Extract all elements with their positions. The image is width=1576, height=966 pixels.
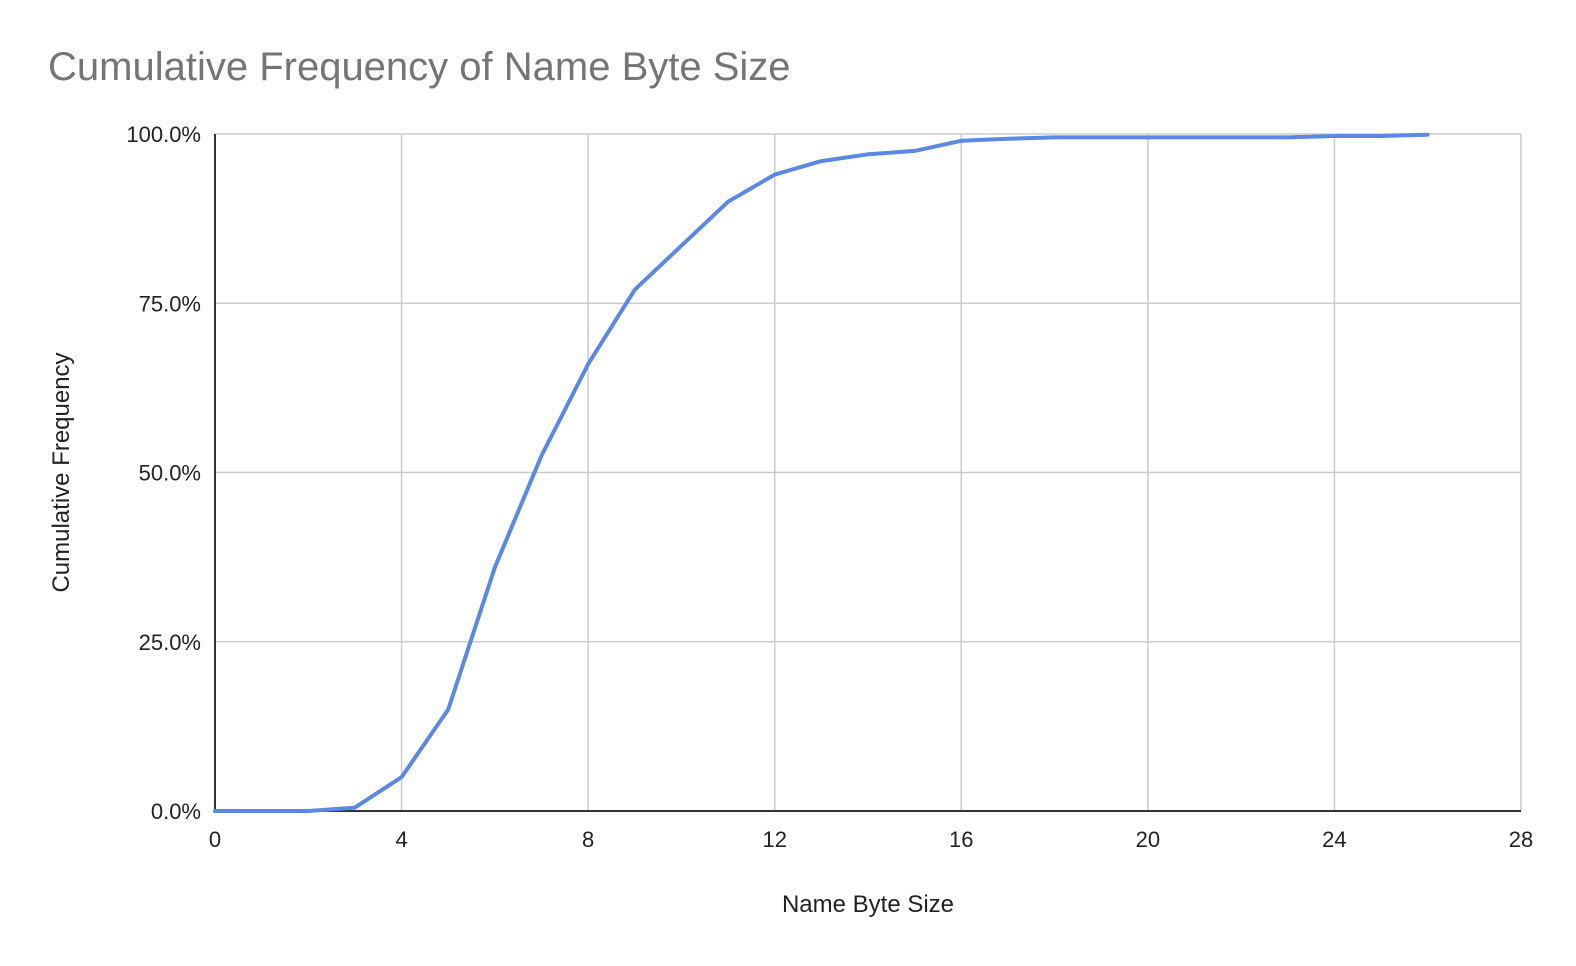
- tick-labels: 0 4 8 12 16 20 24 28 0.0% 25.0% 50.0% 75.0% 100.0%: [126, 122, 1533, 852]
- x-tick-label: 4: [395, 827, 407, 852]
- chart-title: Cumulative Frequency of Name Byte Size: [48, 45, 791, 89]
- x-tick-label: 0: [209, 827, 221, 852]
- x-tick-label: 8: [582, 827, 594, 852]
- y-axis-title: Cumulative Frequency: [48, 352, 75, 592]
- axes: [214, 134, 1521, 812]
- x-tick-label: 20: [1136, 827, 1160, 852]
- x-tick-label: 12: [762, 827, 786, 852]
- y-tick-label: 25.0%: [139, 630, 201, 655]
- y-tick-label: 100.0%: [126, 122, 201, 147]
- series-line: [213, 132, 1430, 813]
- y-tick-label: 75.0%: [139, 291, 201, 316]
- series-layer: [213, 132, 1430, 813]
- x-tick-label: 28: [1509, 827, 1533, 852]
- y-tick-label: 0.0%: [151, 799, 201, 824]
- x-tick-label: 16: [949, 827, 973, 852]
- gridlines: [214, 133, 1522, 811]
- x-tick-label: 24: [1322, 827, 1346, 852]
- y-tick-label: 50.0%: [139, 461, 201, 486]
- x-axis-title: Name Byte Size: [782, 891, 954, 918]
